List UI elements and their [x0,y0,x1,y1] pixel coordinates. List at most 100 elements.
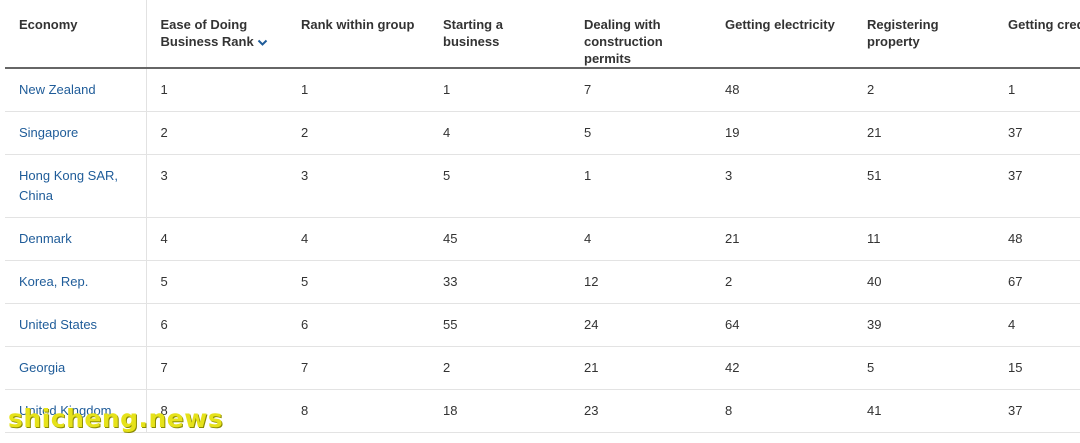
column-header-label: Rank within group [301,17,415,32]
table-cell: 7 [287,346,429,390]
economy-link[interactable]: Singapore [19,125,79,140]
table-cell: 6 [287,303,429,347]
table-row: Denmark 4 4 45 4 21 11 48 [5,217,1080,261]
economy-link[interactable]: Georgia [19,360,66,375]
ease-of-doing-business-table: Economy Ease of Doing Business Rank Rank… [5,0,1080,433]
economy-cell: Denmark [5,217,147,261]
column-header-label: Ease of Doing Business Rank [160,17,254,49]
table-cell: 41 [853,389,994,433]
column-header-starting-business[interactable]: Starting a business [429,0,570,69]
column-header-registering-property[interactable]: Registering property [853,0,994,69]
table-cell: 5 [287,260,429,304]
table-cell: 51 [853,154,994,218]
column-header-rank-within-group[interactable]: Rank within group [287,0,429,69]
table-cell: 4 [570,217,711,261]
table-row: United States 6 6 55 24 64 39 4 [5,303,1080,347]
table-cell: 67 [994,260,1080,304]
table-cell: 21 [711,217,853,261]
table-row: New Zealand 1 1 1 7 48 2 1 [5,68,1080,112]
economy-link[interactable]: Korea, Rep. [19,274,89,289]
table-cell: 3 [287,154,429,218]
table-cell: 12 [570,260,711,304]
table-cell: 37 [994,111,1080,155]
table-cell: 1 [287,68,429,112]
table-cell: 21 [570,346,711,390]
table-cell: 23 [570,389,711,433]
table-cell: 11 [853,217,994,261]
economy-cell: New Zealand [5,68,147,112]
economy-link[interactable]: New Zealand [19,82,96,97]
table-cell: 2 [711,260,853,304]
chevron-down-icon[interactable] [257,39,268,47]
table-cell: 5 [570,111,711,155]
table-cell: 5 [429,154,570,218]
table-cell: 7 [146,346,287,390]
economy-cell: United States [5,303,147,347]
table-header: Economy Ease of Doing Business Rank Rank… [5,0,1080,69]
economy-cell: United Kingdom [5,389,147,433]
column-header-label: Registering property [867,17,939,49]
table-cell: 2 [853,68,994,112]
table-cell: 4 [146,217,287,261]
economy-link[interactable]: United Kingdom [19,403,112,418]
table-cell: 1 [994,68,1080,112]
table-cell: 8 [287,389,429,433]
table-cell: 1 [146,68,287,112]
table-cell: 7 [570,68,711,112]
table-cell: 24 [570,303,711,347]
table-cell: 37 [994,389,1080,433]
economy-cell: Korea, Rep. [5,260,147,304]
column-header-ease-rank[interactable]: Ease of Doing Business Rank [146,0,287,69]
column-header-label: Starting a business [443,17,503,49]
economy-cell: Georgia [5,346,147,390]
column-header-getting-electricity[interactable]: Getting electricity [711,0,853,69]
table-cell: 2 [429,346,570,390]
table-cell: 18 [429,389,570,433]
table-cell: 3 [146,154,287,218]
table-cell: 4 [287,217,429,261]
table-cell: 48 [994,217,1080,261]
table-cell: 5 [146,260,287,304]
table-row: Georgia 7 7 2 21 42 5 15 [5,346,1080,390]
column-header-label: Getting credit [1008,17,1080,32]
table-cell: 15 [994,346,1080,390]
table-cell: 37 [994,154,1080,218]
table-cell: 39 [853,303,994,347]
table-cell: 33 [429,260,570,304]
economy-link[interactable]: Denmark [19,231,72,246]
table-body: New Zealand 1 1 1 7 48 2 1 Singapore 2 2… [5,68,1080,433]
table-cell: 4 [429,111,570,155]
column-header-construction-permits[interactable]: Dealing with construction permits [570,0,711,69]
table-cell: 2 [287,111,429,155]
table-row: Hong Kong SAR, China 3 3 5 1 3 51 37 [5,154,1080,218]
table-cell: 48 [711,68,853,112]
column-header-getting-credit[interactable]: Getting credit [994,0,1080,69]
table-cell: 42 [711,346,853,390]
table-cell: 5 [853,346,994,390]
table-cell: 1 [429,68,570,112]
table-cell: 6 [146,303,287,347]
table-cell: 64 [711,303,853,347]
economy-link[interactable]: Hong Kong SAR, China [19,168,119,203]
column-header-label: Economy [19,17,78,32]
economy-link[interactable]: United States [19,317,98,332]
table-cell: 19 [711,111,853,155]
table-cell: 8 [146,389,287,433]
header-row: Economy Ease of Doing Business Rank Rank… [5,0,1080,69]
column-header-label: Getting electricity [725,17,835,32]
table-row: United Kingdom 8 8 18 23 8 41 37 [5,389,1080,433]
table-row: Singapore 2 2 4 5 19 21 37 [5,111,1080,155]
table-cell: 55 [429,303,570,347]
column-header-economy[interactable]: Economy [5,0,147,69]
column-header-label: Dealing with construction permits [584,17,663,66]
table-cell: 21 [853,111,994,155]
table-cell: 3 [711,154,853,218]
table-cell: 40 [853,260,994,304]
economy-cell: Hong Kong SAR, China [5,154,147,218]
table-cell: 2 [146,111,287,155]
economy-cell: Singapore [5,111,147,155]
table-cell: 45 [429,217,570,261]
table-cell: 1 [570,154,711,218]
table-row: Korea, Rep. 5 5 33 12 2 40 67 [5,260,1080,304]
